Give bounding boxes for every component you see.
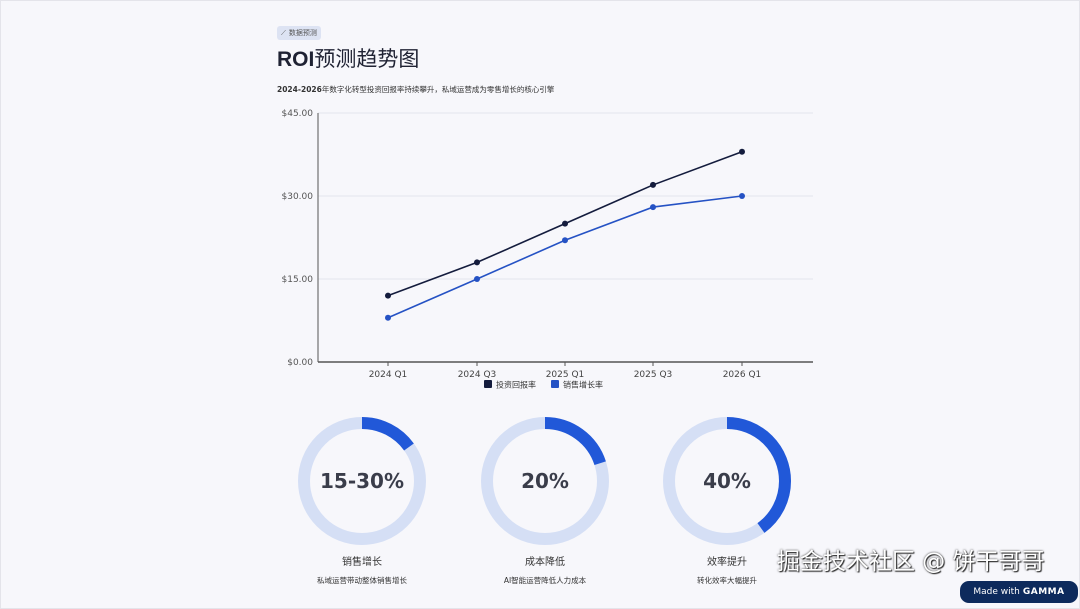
watermark: 掘金技术社区 @ 饼干哥哥 xyxy=(777,549,1045,575)
x-tick-label: 2025 Q3 xyxy=(634,370,673,380)
data-point xyxy=(739,193,745,199)
metric-label: 效率提升 xyxy=(707,557,747,568)
gamma-brand: GAMMA xyxy=(1022,587,1065,597)
legend-swatch xyxy=(551,380,559,388)
x-tick-label: 2024 Q3 xyxy=(458,370,497,380)
series-line-2 xyxy=(387,195,743,319)
page-title: ROI预测趋势图 xyxy=(277,43,419,73)
data-point xyxy=(474,276,480,282)
metric-description: 私域运营带动整体销售增长 xyxy=(317,576,407,585)
x-tick-label: 2025 Q1 xyxy=(546,370,585,380)
y-tick-label: $15.00 xyxy=(282,275,314,285)
donut-value: 20% xyxy=(521,469,569,493)
x-tick-label: 2026 Q1 xyxy=(723,370,762,380)
legend-swatch xyxy=(484,380,492,388)
donut-fill xyxy=(663,417,791,545)
metric-label: 销售增长 xyxy=(342,557,382,568)
made-with-gamma-button[interactable]: Made with GAMMA xyxy=(960,581,1078,603)
data-point xyxy=(385,292,391,299)
data-point xyxy=(474,259,480,266)
metric-label: 成本降低 xyxy=(525,557,565,568)
title-rest: 预测趋势图 xyxy=(314,47,420,71)
data-point xyxy=(650,204,656,211)
title-bold: ROI xyxy=(277,48,315,71)
donut-fill xyxy=(481,417,609,545)
section-badge: ⟋ 数据预测 xyxy=(277,26,321,40)
y-tick-label: $30.00 xyxy=(282,192,314,202)
data-point xyxy=(650,181,656,188)
roi-line-chart: $0.00 $15.00 $30.00 $45.00 2024 Q1 2024 Q3 202… xyxy=(282,109,813,390)
y-tick-label: $45.00 xyxy=(282,109,314,119)
donut-chart: 20% xyxy=(481,417,609,545)
page-subtitle: 2024-2026年数字化转型投资回报率持续攀升，私域运营成为零售增长的核心引擎 xyxy=(277,84,554,95)
subtitle-rest: 年数字化转型投资回报率持续攀升，私域运营成为零售增长的核心引擎 xyxy=(321,85,555,94)
data-point xyxy=(385,314,391,321)
metric-description: AI智能运营降低人力成本 xyxy=(503,576,587,585)
x-tick-label: 2024 Q1 xyxy=(369,370,408,380)
subtitle-bold: 2024-2026 xyxy=(277,85,322,94)
data-point xyxy=(562,237,568,244)
data-point xyxy=(562,220,568,227)
badge-label: 数据预测 xyxy=(288,29,317,37)
donut-chart: 40% xyxy=(663,417,791,545)
y-tick-label: $0.00 xyxy=(287,358,313,368)
donut-chart: 15-30% xyxy=(298,417,426,545)
data-point xyxy=(739,148,745,155)
donut-value: 15-30% xyxy=(320,469,404,493)
gamma-prefix: Made with xyxy=(973,587,1020,597)
donut-fill xyxy=(298,417,426,545)
legend-label: 投资回报率 xyxy=(496,380,536,390)
metric-description: 转化效率大幅提升 xyxy=(697,576,757,585)
legend-label: 销售增长率 xyxy=(563,380,603,390)
donut-value: 40% xyxy=(703,469,751,493)
chart-line-icon: ⟋ xyxy=(281,28,286,37)
